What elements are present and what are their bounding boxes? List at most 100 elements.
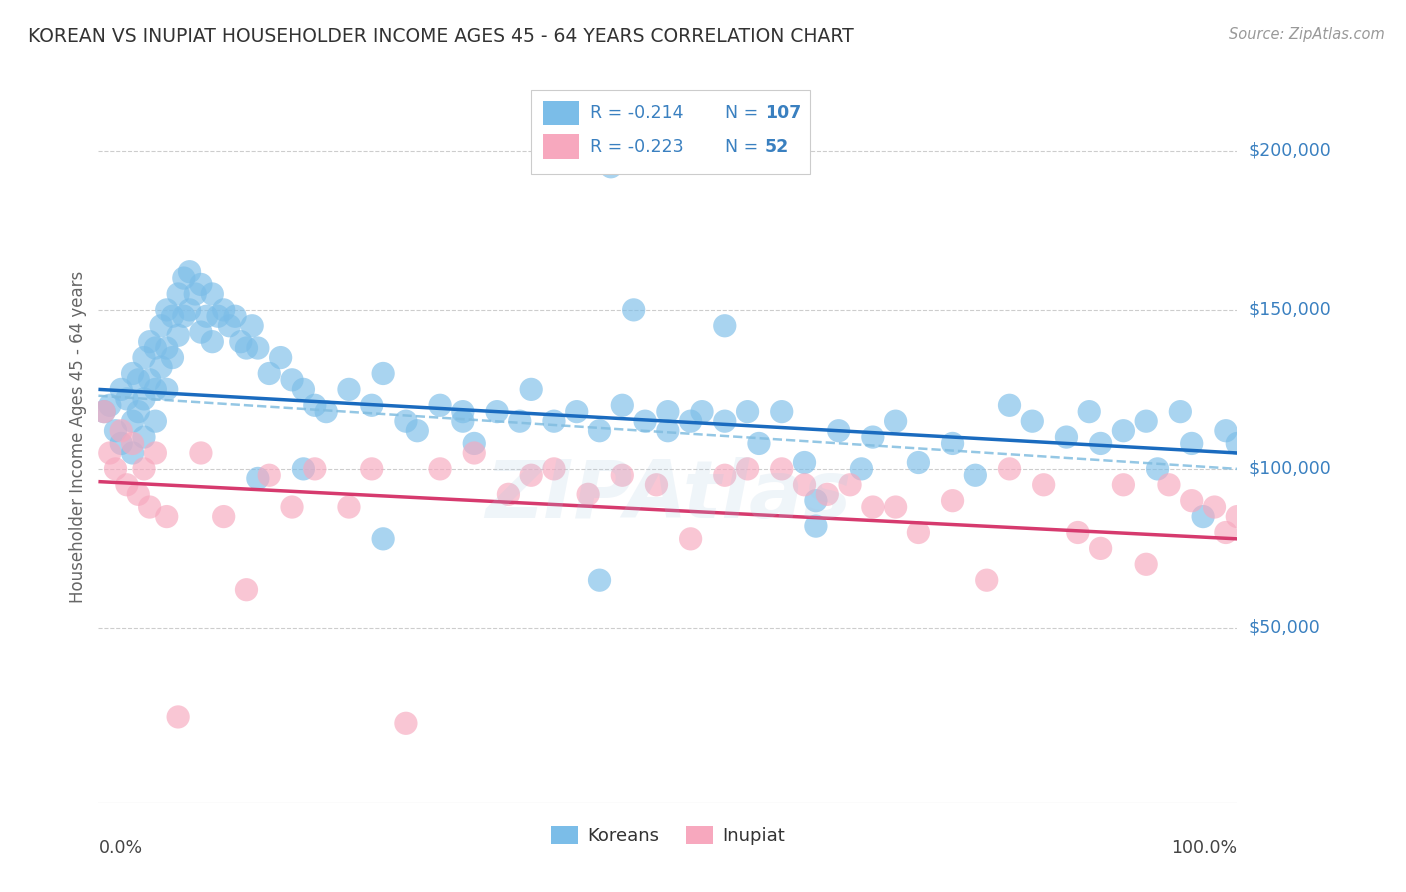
Point — [520, 468, 543, 483]
Point — [657, 424, 679, 438]
Point — [862, 430, 884, 444]
Point — [145, 341, 167, 355]
Point — [1215, 424, 1237, 438]
Text: KOREAN VS INUPIAT HOUSEHOLDER INCOME AGES 45 - 64 YEARS CORRELATION CHART: KOREAN VS INUPIAT HOUSEHOLDER INCOME AGE… — [28, 27, 853, 45]
Point — [509, 414, 531, 428]
FancyBboxPatch shape — [543, 101, 579, 126]
Point — [793, 477, 815, 491]
Point — [360, 398, 382, 412]
Point — [145, 446, 167, 460]
Text: 52: 52 — [765, 137, 789, 156]
Text: 0.0%: 0.0% — [98, 839, 142, 857]
Point — [543, 462, 565, 476]
Point — [173, 310, 195, 324]
Point — [304, 462, 326, 476]
Point — [212, 509, 235, 524]
Point — [218, 318, 240, 333]
Point — [190, 325, 212, 339]
Point — [240, 318, 263, 333]
Point — [851, 462, 873, 476]
Point — [1112, 424, 1135, 438]
Point — [121, 367, 143, 381]
Point — [623, 302, 645, 317]
Point — [104, 424, 127, 438]
Point — [1032, 477, 1054, 491]
Y-axis label: Householder Income Ages 45 - 64 years: Householder Income Ages 45 - 64 years — [69, 271, 87, 603]
Point — [207, 310, 229, 324]
Point — [1021, 414, 1043, 428]
Point — [395, 414, 418, 428]
Point — [1181, 493, 1204, 508]
Point — [138, 373, 160, 387]
Point — [634, 414, 657, 428]
Point — [127, 404, 149, 418]
Point — [429, 398, 451, 412]
Point — [104, 462, 127, 476]
Point — [145, 383, 167, 397]
Point — [1215, 525, 1237, 540]
Text: $100,000: $100,000 — [1249, 460, 1331, 478]
Point — [167, 287, 190, 301]
Point — [645, 477, 668, 491]
Point — [259, 367, 281, 381]
Point — [195, 310, 218, 324]
Point — [486, 404, 509, 418]
Point — [156, 302, 179, 317]
Point — [998, 398, 1021, 412]
Point — [998, 462, 1021, 476]
Point — [576, 487, 599, 501]
Point — [804, 493, 827, 508]
Point — [110, 383, 132, 397]
Point — [145, 414, 167, 428]
Point — [138, 334, 160, 349]
Point — [679, 414, 702, 428]
Point — [110, 424, 132, 438]
Point — [190, 446, 212, 460]
Point — [235, 341, 257, 355]
Point — [156, 341, 179, 355]
Point — [132, 430, 155, 444]
Point — [942, 493, 965, 508]
Point — [1226, 509, 1249, 524]
Point — [337, 383, 360, 397]
Point — [371, 367, 394, 381]
Point — [93, 404, 115, 418]
Point — [270, 351, 292, 365]
Point — [93, 404, 115, 418]
Point — [406, 424, 429, 438]
Point — [498, 487, 520, 501]
Point — [1078, 404, 1101, 418]
Point — [315, 404, 337, 418]
Text: $50,000: $50,000 — [1249, 619, 1320, 637]
Point — [132, 462, 155, 476]
Point — [98, 398, 121, 412]
Point — [1204, 500, 1226, 514]
Point — [1226, 436, 1249, 450]
Point — [565, 404, 588, 418]
Text: 100.0%: 100.0% — [1171, 839, 1237, 857]
Point — [679, 532, 702, 546]
Point — [804, 519, 827, 533]
Point — [281, 373, 304, 387]
Point — [1170, 404, 1192, 418]
Point — [224, 310, 246, 324]
Point — [292, 383, 315, 397]
Text: R = -0.214: R = -0.214 — [591, 104, 683, 122]
Point — [246, 471, 269, 485]
Legend: Koreans, Inupiat: Koreans, Inupiat — [544, 819, 792, 852]
Text: N =: N = — [725, 104, 758, 122]
Point — [167, 328, 190, 343]
Point — [115, 477, 138, 491]
Text: ZIPAtlas: ZIPAtlas — [485, 457, 851, 534]
Point — [714, 414, 737, 428]
Point — [737, 404, 759, 418]
Point — [179, 265, 201, 279]
Point — [184, 287, 207, 301]
Point — [98, 446, 121, 460]
Point — [1054, 430, 1078, 444]
Point — [429, 462, 451, 476]
Point — [612, 468, 634, 483]
Point — [212, 302, 235, 317]
Point — [304, 398, 326, 412]
Point — [229, 334, 252, 349]
